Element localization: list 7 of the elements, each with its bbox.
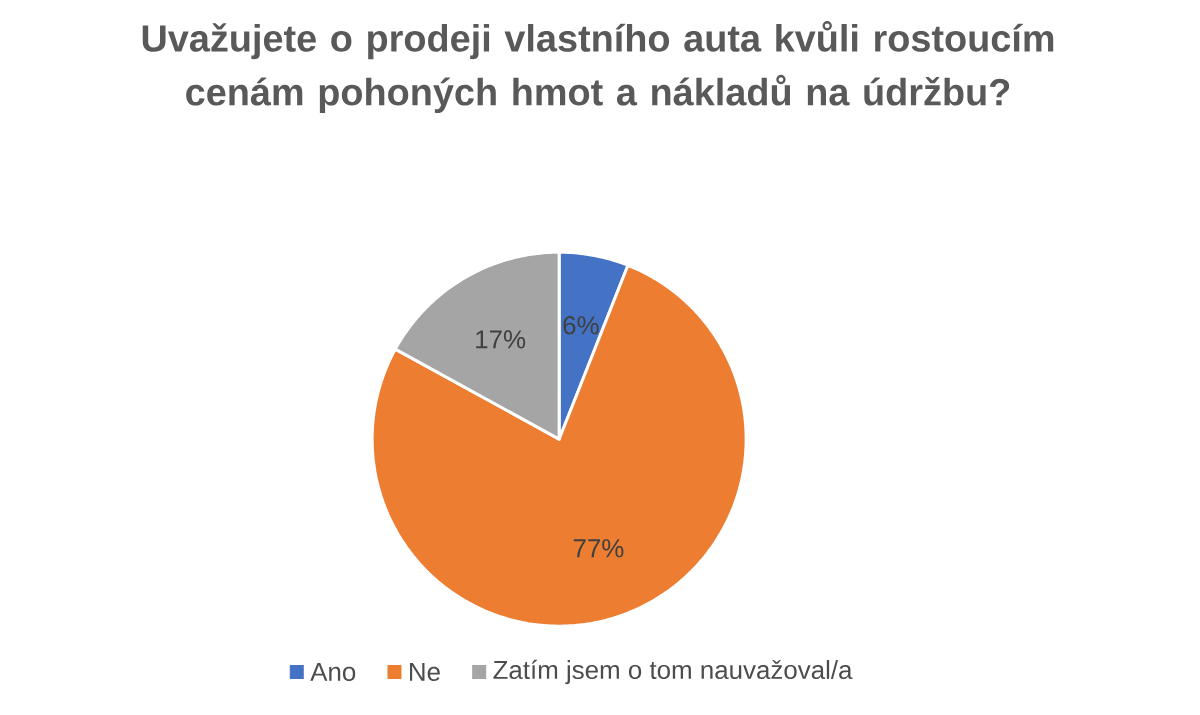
data-label: 6% [563,316,599,335]
data-label: 17% [476,330,526,349]
legend-label: Zatím jsem o tom nauvažoval/a [493,659,853,685]
chart-title: Uvažujete o prodeji vlastního auta kvůli rostoucím cenám pohoných hmot a nákladů na údržbu? [142,21,1054,114]
data-label: 77% [573,539,624,558]
legend-label: Ano [310,662,356,682]
legend-label: Ne [410,662,440,682]
